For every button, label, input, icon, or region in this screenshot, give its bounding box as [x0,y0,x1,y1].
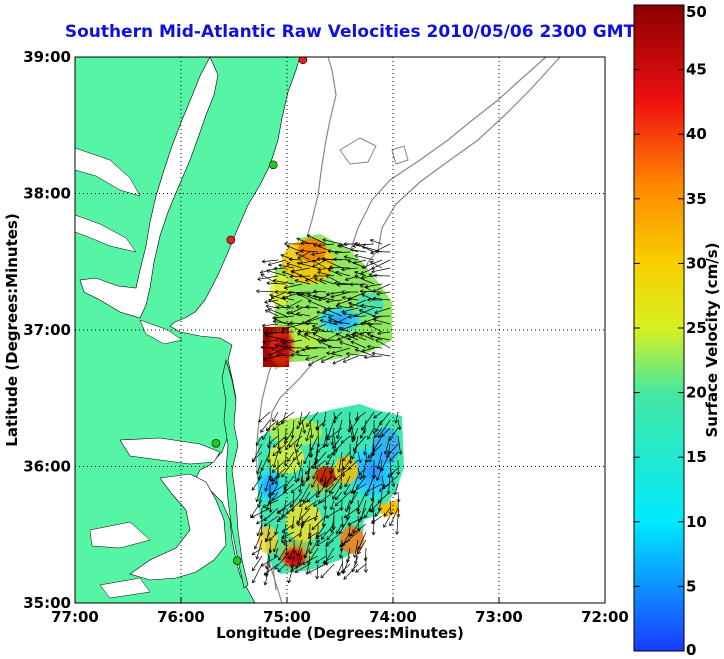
x-tick-label: 76:00 [157,608,205,626]
grid-lines [75,57,605,603]
colorbar-tick-label: 40 [686,125,707,143]
colorbar-tick-label: 35 [686,190,707,208]
colorbar [633,4,685,652]
pamlico-sound [129,473,227,581]
y-tick-label: 37:00 [23,321,71,339]
y-tick-label: 35:00 [23,594,71,612]
colorbar-tick-label: 15 [686,448,707,466]
station-c-marker [226,235,236,245]
y-tick-label: 39:00 [23,48,71,66]
colorbar-tick-label: 45 [686,61,707,79]
x-tick-label: 74:00 [369,608,417,626]
colorbar-tick-label: 50 [686,3,707,21]
x-tick-label: 73:00 [475,608,523,626]
map-title: Southern Mid-Atlantic Raw Velocities 201… [64,22,636,42]
velocity-vectors [250,234,403,586]
colorbar-tick-label: 5 [686,577,696,595]
station-b-marker [268,160,278,170]
colorbar-ticks: 0 5 10 15 20 25 30 35 40 45 50 [634,3,707,659]
x-tick-label: 72:00 [581,608,629,626]
chesapeake-bay [79,57,219,319]
y-tick-label: 36:00 [23,458,71,476]
y-tick-label: 38:00 [23,185,71,203]
colorbar-tick-label: 10 [686,513,707,531]
colorbar-tick-label: 0 [686,641,696,659]
x-tick-labels: 77:00 76:00 75:00 74:00 73:00 72:00 [51,608,629,626]
station-d-marker [211,438,221,448]
x-tick-label: 77:00 [51,608,99,626]
station-e-marker [232,556,242,565]
station-a-marker [298,57,308,65]
x-axis-label: Longitude (Degrees:Minutes) [216,624,464,642]
y-tick-labels: 39:00 38:00 37:00 36:00 35:00 [23,48,71,612]
colorbar-tick-label: 20 [686,384,707,402]
map-area [75,57,605,603]
colorbar-tick-label: 25 [686,319,707,337]
radar-stations [211,57,308,565]
plot-frame [74,56,606,604]
albemarle-sound [119,437,221,465]
colorbar-tick-label: 30 [686,254,707,272]
x-tick-label: 75:00 [263,608,311,626]
